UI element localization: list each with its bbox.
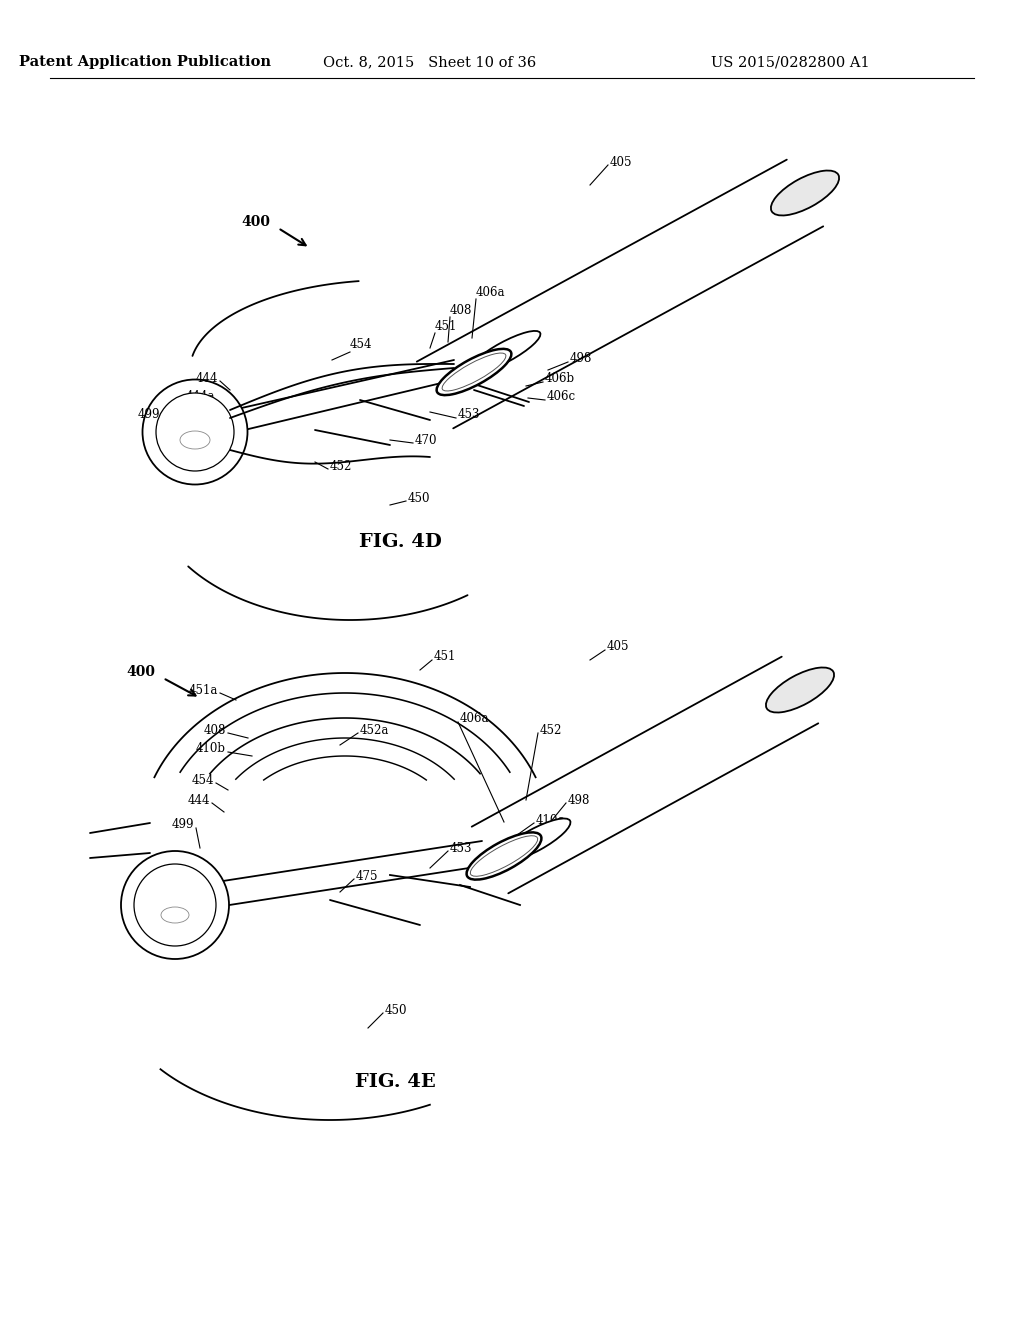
Ellipse shape [142, 380, 248, 484]
Ellipse shape [121, 851, 229, 960]
Text: 450: 450 [408, 491, 430, 504]
Text: 451: 451 [435, 319, 458, 333]
Ellipse shape [771, 170, 839, 215]
Text: FIG. 4E: FIG. 4E [354, 1073, 435, 1092]
Text: 451: 451 [434, 649, 457, 663]
Text: 451a: 451a [188, 684, 218, 697]
Text: 470: 470 [415, 433, 437, 446]
Text: 452: 452 [540, 723, 562, 737]
Text: 400: 400 [241, 215, 270, 228]
Text: 444: 444 [187, 793, 210, 807]
Ellipse shape [500, 818, 570, 862]
Text: 452: 452 [330, 459, 352, 473]
Ellipse shape [766, 668, 835, 713]
Text: 400: 400 [126, 665, 155, 678]
Text: US 2015/0282800 A1: US 2015/0282800 A1 [711, 55, 869, 69]
Text: 406a: 406a [460, 711, 489, 725]
Text: 499: 499 [137, 408, 160, 421]
Text: 453: 453 [458, 408, 480, 421]
Text: 475: 475 [356, 870, 379, 883]
Text: 410c: 410c [536, 813, 565, 826]
Text: 499: 499 [171, 818, 194, 832]
Text: 498: 498 [570, 351, 592, 364]
Text: 444: 444 [196, 371, 218, 384]
Text: 454: 454 [350, 338, 373, 351]
Text: 498: 498 [568, 793, 591, 807]
Text: 405: 405 [610, 156, 633, 169]
Text: 408: 408 [204, 723, 226, 737]
Text: 406c: 406c [547, 389, 577, 403]
Ellipse shape [436, 348, 511, 395]
Text: Patent Application Publication: Patent Application Publication [19, 55, 271, 69]
Text: FIG. 4D: FIG. 4D [358, 533, 441, 550]
Text: 452a: 452a [360, 723, 389, 737]
Text: 410b: 410b [196, 742, 226, 755]
Text: 454: 454 [191, 774, 214, 787]
Text: 408: 408 [450, 304, 472, 317]
Ellipse shape [156, 393, 234, 471]
Text: 444a: 444a [185, 389, 215, 403]
Text: 406a: 406a [476, 285, 506, 298]
Text: 405: 405 [607, 640, 630, 653]
Text: 406b: 406b [545, 371, 575, 384]
Ellipse shape [134, 865, 216, 946]
Text: Oct. 8, 2015   Sheet 10 of 36: Oct. 8, 2015 Sheet 10 of 36 [324, 55, 537, 69]
Ellipse shape [470, 331, 541, 374]
Text: 450: 450 [385, 1003, 408, 1016]
Text: 453: 453 [450, 842, 472, 854]
Ellipse shape [467, 833, 542, 879]
